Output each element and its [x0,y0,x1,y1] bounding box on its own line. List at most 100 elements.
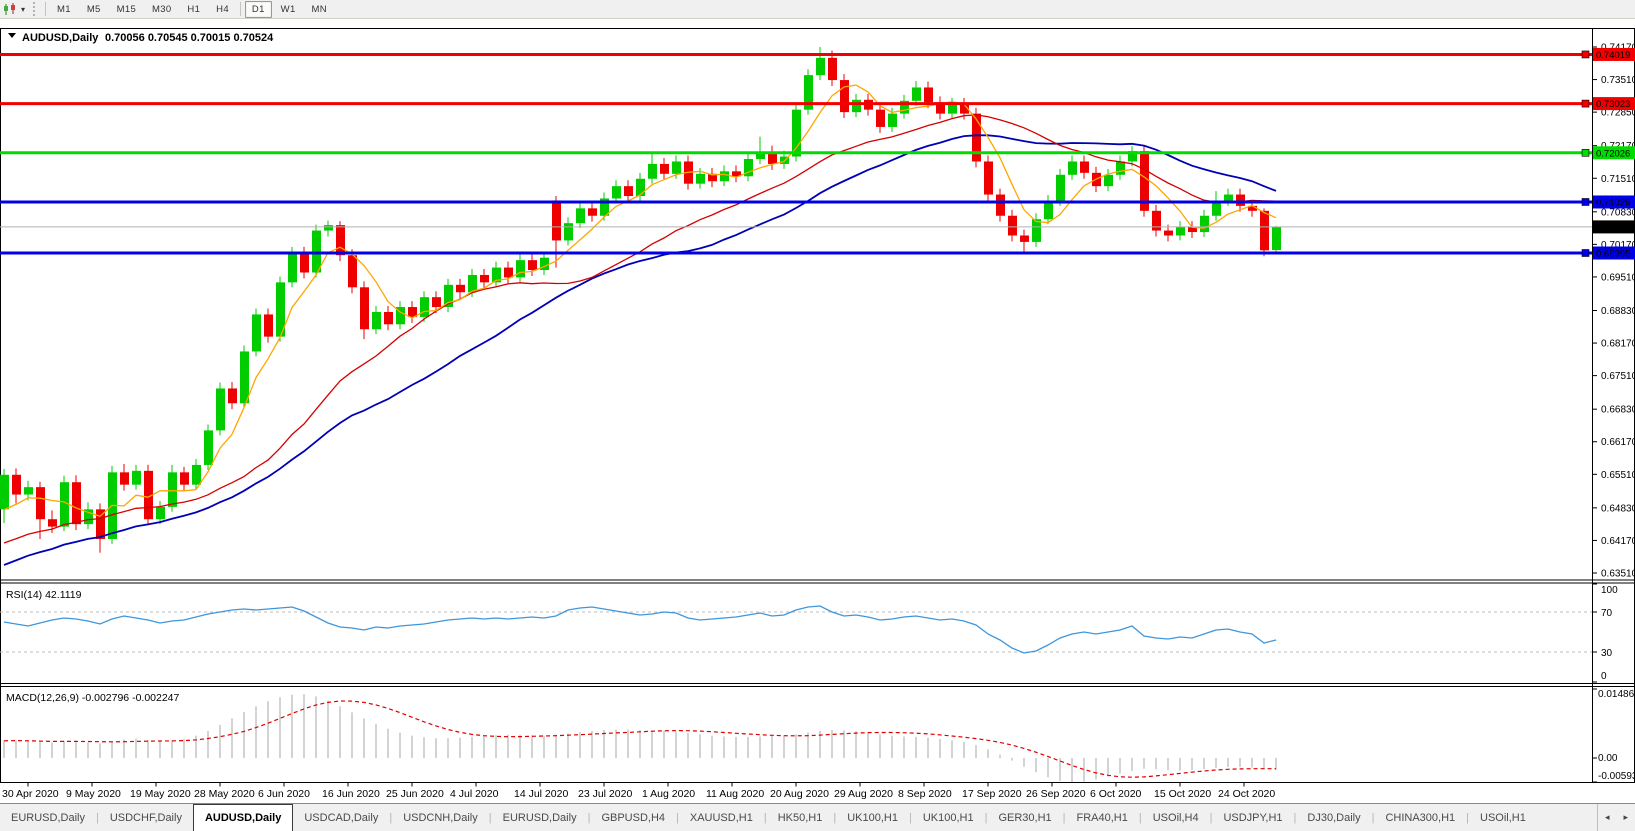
tab-usoil-h1[interactable]: USOil,H1 [1480,811,1526,824]
date-label: 30 Apr 2020 [2,788,59,800]
timeframe-button-m30[interactable]: M30 [152,3,172,15]
tab-separator: | [1138,811,1142,824]
svg-text:0.69995: 0.69995 [1596,249,1630,260]
tab-eurusd-daily[interactable]: EURUSD,Daily [11,811,85,824]
tab-separator: | [1062,811,1066,824]
date-label: 8 Sep 2020 [898,788,952,800]
timeframe-button-m5[interactable]: M5 [86,3,101,15]
tab-xauusd-h1[interactable]: XAUUSD,H1 [689,811,753,824]
rsi-pane[interactable] [0,605,1592,654]
timeframe-button-h4[interactable]: H4 [216,3,229,15]
svg-text:0.72026: 0.72026 [1596,148,1630,159]
tab-usdcnh-daily[interactable]: USDCNH,Daily [403,811,478,824]
price-axis-label: 0.67510 [1601,371,1635,382]
price-axis-label: 0.68830 [1601,306,1635,317]
price-axis-label: 0.64170 [1601,536,1635,547]
moving-average[interactable] [3,134,1277,566]
chevron-down-icon[interactable]: ▾ [21,4,26,14]
tab-scroll-right-icon[interactable]: ▸ [1623,812,1628,822]
support-line-1-handle[interactable] [1581,198,1590,206]
support-line-2-handle[interactable] [1581,249,1590,257]
date-label: 6 Jun 2020 [258,788,310,800]
timeframe-button-m1[interactable]: M1 [57,3,71,15]
tab-scroll-buttons: ◂ ▸ [1596,804,1635,831]
date-label: 25 Jun 2020 [386,788,444,800]
tab-uk100-h1[interactable]: UK100,H1 [922,811,974,824]
date-label: 17 Sep 2020 [962,788,1022,800]
date-label: 9 May 2020 [66,788,121,800]
resistance-line-2-handle[interactable] [1581,99,1590,108]
candlestick-chart-icon[interactable] [0,1,20,18]
svg-text:0.74019: 0.74019 [1596,50,1630,61]
chart-ohlc-values: 0.70056 0.70545 0.70015 0.70524 [105,32,274,44]
timeframe-button-w1[interactable]: W1 [280,3,296,15]
tab-separator: | [763,811,767,824]
bottom-tab-bar: EURUSD,Daily | USDCHF,Daily AUDUSD,Daily USD… [0,803,1635,831]
date-label: 15 Oct 2020 [1154,788,1211,800]
macd-label: MACD(12,26,9) -0.002796 -0.002247 [6,692,180,704]
date-label: 11 Aug 2020 [706,788,764,800]
timeframe-button-m15[interactable]: M15 [116,3,137,15]
pivot-line-handle[interactable] [1581,148,1590,157]
timeframe-button-d1[interactable]: D1 [244,0,272,18]
macd-pane[interactable] [3,694,1277,782]
rsi-label: RSI(14) 42.1119 [6,589,82,601]
price-axis-label: 0.73510 [1601,75,1635,86]
tab-separator: | [984,811,988,824]
tab-eurusd-daily[interactable]: EURUSD,Daily [502,811,577,824]
rsi-axis-label: 100 [1601,585,1618,596]
tab-hk50-h1[interactable]: HK50,H1 [777,811,823,824]
price-axis-label: 0.72850 [1601,108,1635,119]
collapse-icon[interactable] [8,33,16,38]
price-badge: 0.71029 [1593,195,1635,209]
tab-separator: | [1466,811,1470,824]
toolbar-grip[interactable] [33,2,38,16]
date-label: 29 Aug 2020 [834,788,893,800]
tab-ger30-h1[interactable]: GER30,H1 [998,811,1052,824]
rsi-axis-label: 30 [1601,648,1613,659]
tab-separator: | [95,811,99,824]
tab-separator: | [1293,811,1297,824]
tab-usdcad-daily[interactable]: USDCAD,Daily [304,811,379,824]
moving-average[interactable] [3,84,1277,518]
macd-axis: 0.014861 0.00 -0.00593 [1592,688,1635,783]
price-badge: 0.72026 [1593,146,1635,160]
tab-separator: | [833,811,837,824]
date-label: 6 Oct 2020 [1090,788,1142,800]
timeframe-button-h1[interactable]: H1 [187,3,201,15]
tab-scroll-left-icon[interactable]: ◂ [1604,812,1610,822]
tab-usoil-h4[interactable]: USOil,H4 [1152,811,1199,824]
price-axis-label: 0.70170 [1601,240,1635,251]
price-axis-label: 0.63510 [1601,568,1635,579]
tab-dj30-daily[interactable]: DJ30,Daily [1307,811,1361,824]
price-axis-label: 0.70830 [1601,207,1635,218]
date-label: 20 Aug 2020 [770,788,829,800]
price-axis-label: 0.71510 [1601,174,1635,185]
macd-axis-label: 0.00 [1598,753,1618,764]
timeframe-buttons: M1 M5 M15 M30 H1 H4 D1 W1 MN [49,0,335,18]
date-axis[interactable]: 30 Apr 2020 9 May 2020 19 May 2020 28 May 2… [2,782,1275,801]
toolbar-divider [45,2,47,16]
tab-audusd-daily[interactable]: AUDUSD,Daily [192,804,294,831]
price-badge: 0.69995 [1593,246,1635,260]
chart-window-frame [0,28,1635,783]
price-badge: 0.73023 [1593,97,1635,111]
tab-usdchf-daily[interactable]: USDCHF,Daily [109,811,182,824]
svg-text:0.71029: 0.71029 [1596,197,1630,208]
resistance-line-1-handle[interactable] [1581,50,1590,59]
timeframe-button-mn[interactable]: MN [311,3,327,15]
tab-usdjpy-h1[interactable]: USDJPY,H1 [1223,811,1283,824]
price-badge: 0.70524 [1593,220,1635,234]
price-axis-label: 0.66170 [1601,437,1635,448]
rsi-line [3,605,1277,654]
chart-title: AUDUSD,Daily [22,32,99,44]
tab-gbpusd-h4[interactable]: GBPUSD,H4 [601,811,666,824]
price-pane[interactable] [0,47,1592,566]
macd-signal-line [3,700,1276,778]
macd-axis-label: -0.00593 [1598,771,1635,782]
tab-china300-h1[interactable]: CHINA300,H1 [1385,811,1456,824]
tab-fra40-h1[interactable]: FRA40,H1 [1076,811,1128,824]
tab-uk100-h1[interactable]: UK100,H1 [847,811,898,824]
date-label: 23 Jul 2020 [578,788,632,800]
